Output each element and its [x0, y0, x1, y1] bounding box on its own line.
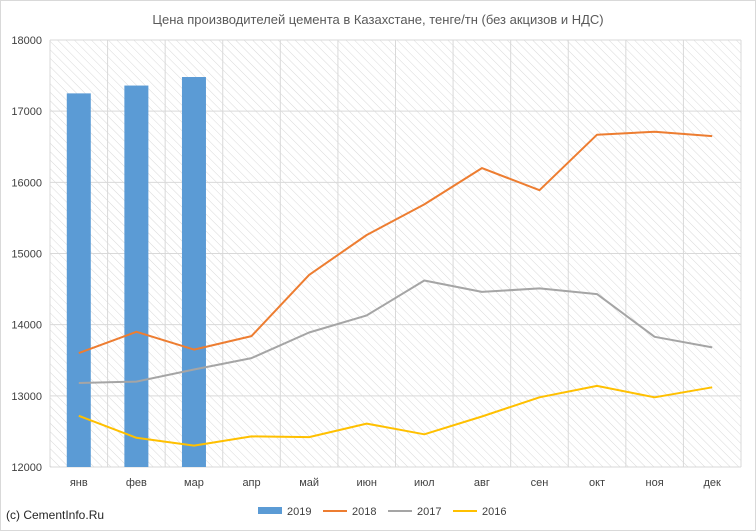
y-tick-label: 12000 [11, 462, 42, 474]
credit-text: (c) CementInfo.Ru [6, 508, 105, 522]
legend-label-2019: 2019 [287, 506, 311, 518]
legend-swatch-2019 [258, 507, 282, 514]
line-2016 [78, 384, 713, 447]
x-tick-label: окт [589, 477, 605, 489]
bar-2019 [124, 85, 149, 468]
lines [78, 130, 713, 447]
grid [49, 39, 742, 468]
x-tick-label: фев [126, 477, 147, 489]
line-2018 [78, 130, 713, 355]
y-tick-label: 14000 [11, 320, 42, 332]
y-tick-label: 17000 [11, 106, 42, 118]
bar-2019 [66, 93, 91, 467]
legend-label-2016: 2016 [482, 506, 506, 518]
bars [66, 77, 206, 468]
x-tick-label: июл [414, 477, 435, 489]
chart-title: Цена производителей цемента в Казахстане… [152, 12, 603, 27]
x-tick-label: сен [531, 477, 549, 489]
line-2017 [78, 279, 713, 384]
x-tick-label: мар [184, 477, 204, 489]
y-tick-label: 15000 [11, 249, 42, 261]
x-tick-label: авг [474, 477, 490, 489]
x-tick-label: янв [70, 477, 88, 489]
y-tick-label: 13000 [11, 391, 42, 403]
x-tick-label: дек [704, 477, 722, 489]
x-axis: янв фев мар апр май июн июл авг сен окт ноя дек [70, 477, 721, 489]
legend: 2019 2018 2017 2016 [258, 506, 506, 518]
bar-2019 [181, 77, 206, 468]
y-axis: 12000 13000 14000 15000 16000 17000 18000 [11, 35, 42, 474]
y-tick-label: 16000 [11, 177, 42, 189]
legend-label-2018: 2018 [352, 506, 376, 518]
y-tick-label: 18000 [11, 35, 42, 47]
x-tick-label: ноя [646, 477, 664, 489]
x-tick-label: июн [356, 477, 376, 489]
legend-label-2017: 2017 [417, 506, 441, 518]
x-tick-label: апр [242, 477, 260, 489]
x-tick-label: май [299, 477, 319, 489]
